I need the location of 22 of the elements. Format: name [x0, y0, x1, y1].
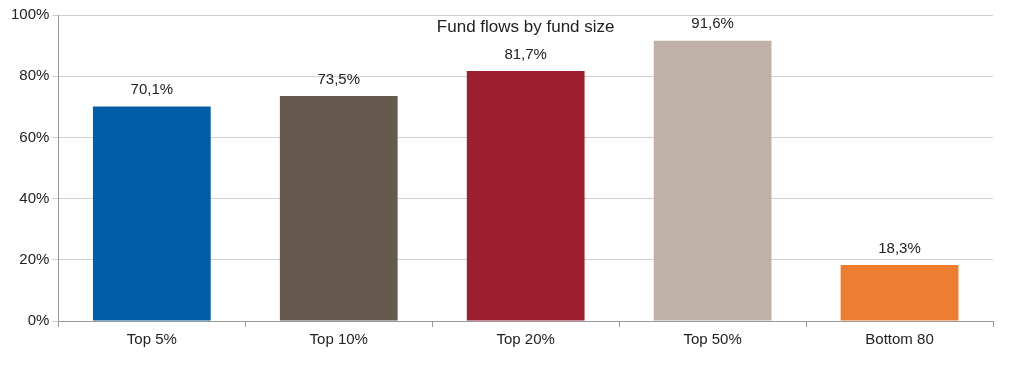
data-label: 18,3% [878, 238, 921, 256]
x-tick-label: Top 5% [126, 330, 177, 348]
x-tick-label: Bottom 80 [865, 330, 934, 348]
data-label: 73,5% [317, 69, 361, 87]
bar [279, 96, 398, 321]
x-tick-label: Top 20% [496, 330, 555, 348]
bar [466, 71, 585, 321]
data-label: 81,7% [504, 44, 547, 62]
bar [92, 106, 211, 321]
x-tick-label: Top 50% [683, 330, 742, 348]
data-label: 91,6% [691, 14, 734, 32]
y-tick-label: 40% [19, 188, 50, 206]
bar [840, 265, 959, 321]
y-tick-label: 0% [27, 311, 50, 329]
y-tick-label: 20% [19, 249, 50, 267]
bar [653, 40, 772, 321]
y-tick-label: 100% [10, 5, 50, 23]
y-tick-label: 80% [19, 66, 50, 84]
x-tick-label: Top 10% [309, 330, 368, 348]
y-tick-label: 60% [19, 127, 50, 145]
chart-title: Fund flows by fund size [436, 17, 615, 37]
data-label: 70,1% [130, 80, 174, 98]
